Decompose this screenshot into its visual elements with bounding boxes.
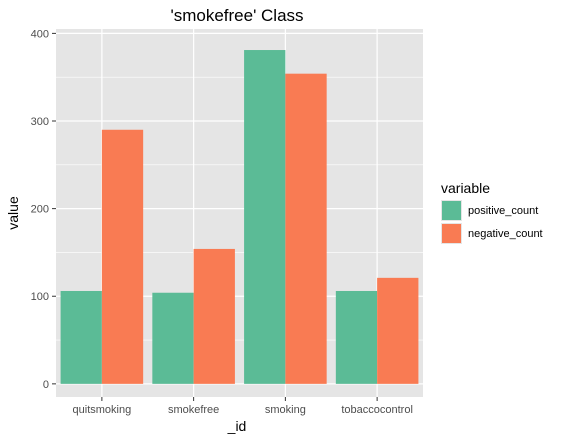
legend-items: positive_count negative_count xyxy=(441,200,543,244)
bar-negative-count-quitsmoking xyxy=(101,129,144,384)
x-tick-label: tobaccocontrol xyxy=(341,404,413,416)
bar-negative-count-smokefree xyxy=(193,248,235,384)
x-tick-label: smoking xyxy=(265,404,306,416)
y-tick-label: 200 xyxy=(31,204,49,216)
bar-positive-count-smokefree xyxy=(152,292,194,384)
legend-swatch-positive-count xyxy=(442,201,461,220)
legend-label-negative-count: negative_count xyxy=(468,228,543,240)
bar-negative-count-tobaccocontrol xyxy=(377,277,419,384)
y-tick-label: 0 xyxy=(43,379,49,391)
bars xyxy=(60,50,419,384)
bar-positive-count-quitsmoking xyxy=(60,290,102,384)
y-axis-title: value xyxy=(5,196,21,230)
x-tick-label: quitsmoking xyxy=(73,404,132,416)
bar-negative-count-smoking xyxy=(285,73,327,384)
legend-swatch-negative-count xyxy=(442,224,461,243)
bar-positive-count-tobaccocontrol xyxy=(335,290,378,384)
y-tick-label: 300 xyxy=(31,116,49,128)
x-axis-title: _id xyxy=(227,418,247,434)
y-tick-label: 400 xyxy=(31,28,49,40)
x-tick-label: smokefree xyxy=(168,404,219,416)
y-axis: 0 100 200 300 400 xyxy=(31,28,56,391)
legend: variable positive_count negative_count xyxy=(441,180,543,244)
legend-label-positive-count: positive_count xyxy=(468,205,538,217)
legend-title: variable xyxy=(441,180,490,196)
chart-title: 'smokefree' Class xyxy=(170,6,303,25)
y-tick-label: 100 xyxy=(31,291,49,303)
x-axis: quitsmoking smokefree smoking tobaccocontro… xyxy=(73,397,413,416)
bar-positive-count-smoking xyxy=(244,50,286,384)
